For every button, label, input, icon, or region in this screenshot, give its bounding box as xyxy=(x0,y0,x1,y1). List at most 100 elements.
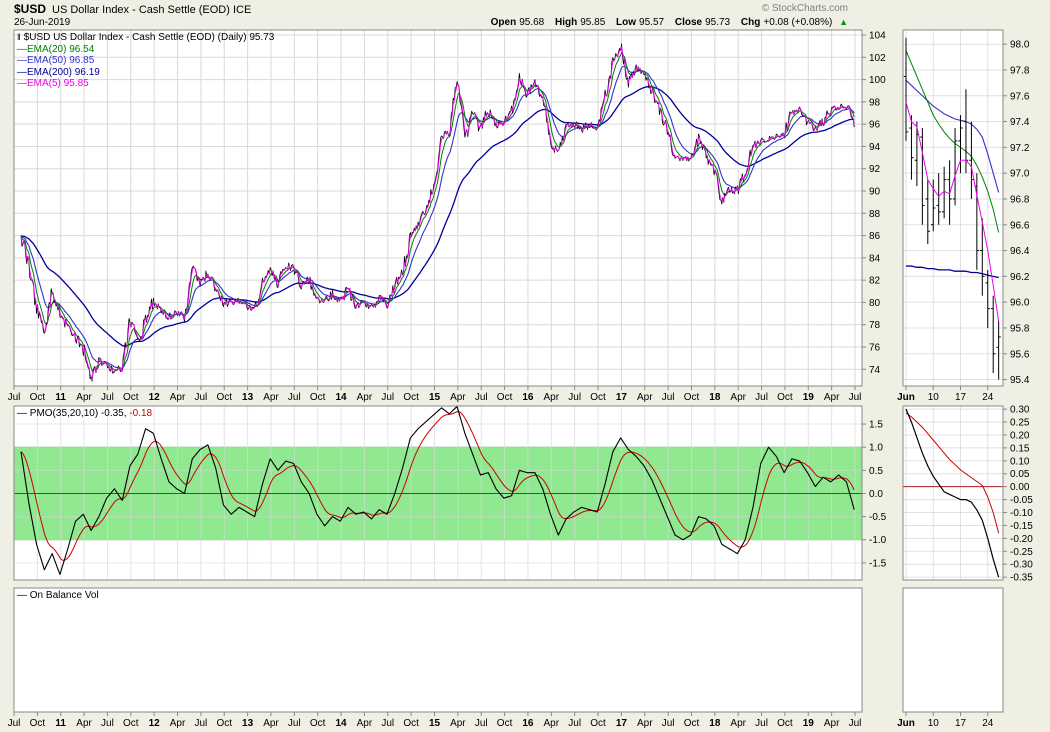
svg-text:Oct: Oct xyxy=(310,392,326,403)
svg-text:Jul: Jul xyxy=(662,718,675,729)
svg-text:16: 16 xyxy=(522,718,534,729)
svg-text:96.6: 96.6 xyxy=(1010,220,1030,231)
svg-text:Apr: Apr xyxy=(263,718,279,729)
svg-text:16: 16 xyxy=(522,392,534,403)
svg-text:Apr: Apr xyxy=(730,718,746,729)
legend-ema50: —EMA(50) 96.85 xyxy=(17,55,95,66)
high-value: 95.85 xyxy=(580,17,606,28)
svg-text:76: 76 xyxy=(869,343,881,354)
svg-text:86: 86 xyxy=(869,231,881,242)
svg-text:Jul: Jul xyxy=(288,718,301,729)
svg-text:0.0: 0.0 xyxy=(869,489,883,500)
svg-text:0.05: 0.05 xyxy=(1010,469,1030,480)
svg-text:-1.5: -1.5 xyxy=(869,558,887,569)
svg-text:Apr: Apr xyxy=(544,718,560,729)
svg-text:Jun: Jun xyxy=(897,392,915,403)
svg-text:97.4: 97.4 xyxy=(1010,117,1030,128)
svg-text:Jul: Jul xyxy=(194,392,207,403)
svg-text:-0.10: -0.10 xyxy=(1010,508,1033,519)
svg-text:13: 13 xyxy=(242,392,254,403)
svg-text:Apr: Apr xyxy=(450,718,466,729)
svg-text:-0.25: -0.25 xyxy=(1010,547,1033,558)
svg-text:Oct: Oct xyxy=(684,392,700,403)
obv-label: — On Balance Vol xyxy=(17,590,99,601)
svg-text:Oct: Oct xyxy=(123,392,139,403)
svg-text:Oct: Oct xyxy=(216,718,232,729)
chg-value: +0.08 (+0.08%) xyxy=(763,17,833,28)
svg-text:11: 11 xyxy=(55,718,66,729)
svg-text:Jul: Jul xyxy=(568,718,581,729)
svg-text:Apr: Apr xyxy=(544,392,560,403)
svg-text:96.0: 96.0 xyxy=(1010,298,1030,309)
svg-text:Jul: Jul xyxy=(101,718,114,729)
svg-text:Oct: Oct xyxy=(497,392,513,403)
svg-text:19: 19 xyxy=(803,718,815,729)
svg-text:Jul: Jul xyxy=(194,718,207,729)
svg-text:11: 11 xyxy=(55,392,66,403)
svg-text:Jul: Jul xyxy=(849,392,862,403)
svg-text:Jul: Jul xyxy=(381,718,394,729)
svg-text:96: 96 xyxy=(869,120,881,131)
svg-text:104: 104 xyxy=(869,31,886,42)
open-value: 95.68 xyxy=(519,17,545,28)
svg-text:100: 100 xyxy=(869,75,886,86)
svg-text:Jul: Jul xyxy=(475,392,488,403)
svg-text:Oct: Oct xyxy=(777,718,793,729)
svg-text:Apr: Apr xyxy=(170,392,186,403)
chart-type-icon: ‖ xyxy=(17,32,21,42)
chart-date: 26-Jun-2019 xyxy=(14,17,71,28)
legend-ema5: —EMA(5) 95.85 xyxy=(17,78,89,89)
svg-text:0.5: 0.5 xyxy=(869,466,883,477)
obv-legend: — On Balance Vol xyxy=(17,590,99,602)
svg-text:Apr: Apr xyxy=(824,392,840,403)
svg-text:96.8: 96.8 xyxy=(1010,194,1030,205)
svg-text:Oct: Oct xyxy=(590,718,606,729)
svg-text:14: 14 xyxy=(335,392,347,403)
svg-text:24: 24 xyxy=(982,718,994,729)
main-chart-title: $USD US Dollar Index - Cash Settle (EOD)… xyxy=(23,32,275,43)
svg-text:24: 24 xyxy=(982,392,994,403)
close-label: Close xyxy=(674,17,703,28)
legend-ema200: —EMA(200) 96.19 xyxy=(17,66,100,78)
svg-text:0.15: 0.15 xyxy=(1010,443,1030,454)
svg-text:-0.15: -0.15 xyxy=(1010,521,1033,532)
svg-text:0.20: 0.20 xyxy=(1010,430,1030,441)
pmo-label: — PMO(35,20,10) -0.35, xyxy=(17,408,127,419)
pmo-legend: — PMO(35,20,10) -0.35, -0.18 xyxy=(17,408,152,420)
svg-text:78: 78 xyxy=(869,320,881,331)
svg-text:102: 102 xyxy=(869,53,886,64)
symbol: $USD xyxy=(14,2,47,16)
quote-row: 26-Jun-2019 Open 95.68 High 95.85 Low 95.57… xyxy=(14,17,1036,29)
svg-text:12: 12 xyxy=(149,392,161,403)
svg-text:10: 10 xyxy=(928,392,940,403)
svg-text:98: 98 xyxy=(869,97,881,108)
pmo-signal-value: -0.18 xyxy=(126,408,153,419)
svg-text:-0.30: -0.30 xyxy=(1010,560,1033,571)
svg-text:97.0: 97.0 xyxy=(1010,169,1030,180)
change-up-arrow-icon: ▲ xyxy=(839,17,848,27)
svg-text:Jul: Jul xyxy=(568,392,581,403)
svg-text:Apr: Apr xyxy=(637,718,653,729)
svg-text:Oct: Oct xyxy=(497,718,513,729)
low-label: Low xyxy=(616,17,637,28)
svg-text:17: 17 xyxy=(955,392,967,403)
svg-text:92: 92 xyxy=(869,164,881,175)
svg-text:10: 10 xyxy=(928,718,940,729)
close-value: 95.73 xyxy=(705,17,731,28)
svg-text:Apr: Apr xyxy=(76,718,92,729)
svg-text:Oct: Oct xyxy=(590,392,606,403)
svg-text:12: 12 xyxy=(149,718,161,729)
svg-text:0.00: 0.00 xyxy=(1010,482,1030,493)
svg-text:95.8: 95.8 xyxy=(1010,323,1030,334)
svg-text:96.4: 96.4 xyxy=(1010,246,1030,257)
svg-text:Oct: Oct xyxy=(403,718,419,729)
svg-text:Apr: Apr xyxy=(170,718,186,729)
svg-text:Apr: Apr xyxy=(730,392,746,403)
svg-text:74: 74 xyxy=(869,365,881,376)
svg-text:Apr: Apr xyxy=(263,392,279,403)
svg-text:Jul: Jul xyxy=(849,718,862,729)
svg-text:19: 19 xyxy=(803,392,815,403)
svg-text:0.30: 0.30 xyxy=(1010,405,1030,416)
header-row: $USD US Dollar Index - Cash Settle (EOD) … xyxy=(14,2,1036,16)
svg-text:98.0: 98.0 xyxy=(1010,40,1030,51)
